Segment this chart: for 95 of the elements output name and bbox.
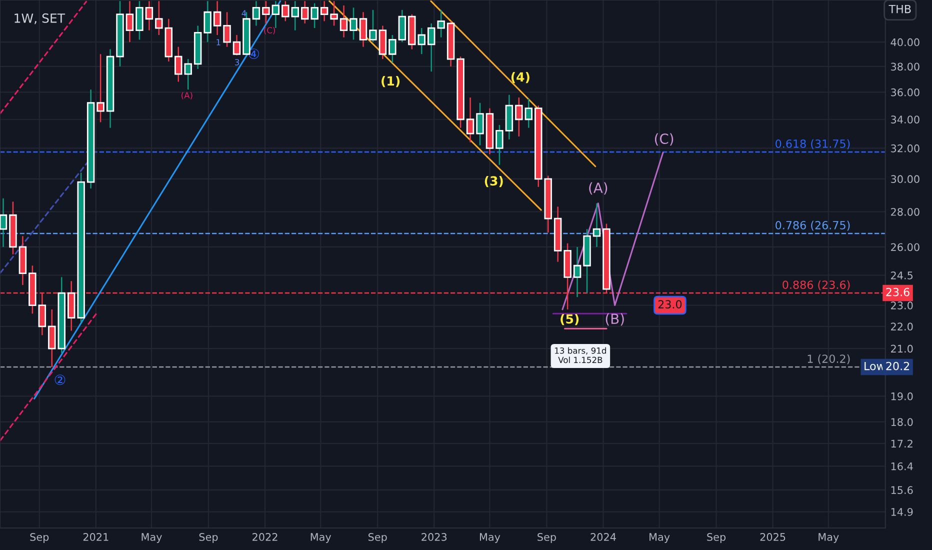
candlestick (466, 96, 474, 143)
x-tick-label: May (650, 533, 670, 543)
candlestick (476, 102, 484, 146)
x-tick-label: May (142, 533, 162, 543)
candlestick (272, 0, 280, 29)
x-tick-label: Sep (30, 533, 49, 543)
candlestick (145, 0, 154, 31)
x-tick-label: May (310, 533, 332, 543)
candlestick (330, 0, 338, 26)
candlestick (573, 246, 582, 298)
y-tick-label: 24.5 (891, 271, 913, 280)
y-tick-label: 18.0 (891, 418, 913, 426)
candlestick (282, 0, 290, 22)
annotation: ② (54, 374, 66, 385)
y-tick-label: 30.00 (891, 175, 920, 184)
candlestick (213, 0, 222, 36)
annotation: (5) (560, 314, 579, 326)
text: THB (888, 4, 911, 14)
candlestick (232, 34, 241, 56)
annotation: (4) (511, 72, 530, 84)
y-tick-label: 19.0 (891, 392, 913, 400)
ref-line-label: 1 (20.2) (808, 354, 850, 364)
y-tick-label: 14.9 (891, 508, 913, 516)
candlestick (524, 98, 533, 128)
candlestick (252, 0, 260, 26)
candlestick (301, 0, 309, 24)
annotation: (C) (654, 133, 674, 146)
x-tick-label: 2025 (760, 533, 786, 541)
annotation: (1) (382, 76, 400, 88)
candlestick (340, 4, 348, 38)
x-tick-label: Sep (368, 533, 387, 543)
x-tick-label: 2021 (83, 533, 108, 541)
y-tick-label: 22.0 (891, 322, 913, 331)
annotation: (C) (264, 26, 275, 34)
y-tick-label: 34.00 (891, 116, 920, 124)
candlestick (427, 22, 436, 72)
ref-line-label: 0.618 (31.75) (776, 139, 850, 150)
y-tick-label: 38.00 (891, 62, 920, 71)
x-tick-label: 2022 (252, 533, 278, 541)
candlestick (291, 0, 299, 31)
annotation: (A) (589, 182, 608, 195)
y-tick-label: 15.6 (891, 486, 913, 494)
annotation: 23.6 (886, 288, 910, 296)
candlestick (310, 2, 318, 29)
y-tick-label: 23.0 (891, 302, 913, 310)
x-tick-label: Sep (538, 533, 556, 543)
annotation: (B) (606, 313, 624, 326)
x-tick-label: 2023 (422, 533, 447, 541)
ref-line-label: 0.786 (26.75) (776, 220, 850, 231)
candlestick (155, 0, 163, 36)
candlestick (96, 53, 104, 123)
candlestick (223, 12, 231, 48)
candlestick (378, 25, 387, 60)
candlestick (262, 0, 270, 24)
candlestick (0, 198, 8, 248)
candlestick (515, 96, 523, 138)
candlestick (398, 9, 406, 43)
candlestick (369, 9, 377, 43)
candlestick (496, 124, 504, 166)
y-tick-label: 16.4 (891, 462, 913, 470)
annotation: 4 (242, 10, 246, 16)
annotation: 13 bars, 91d Vol 1.152B (555, 347, 606, 364)
candlestick (320, 0, 328, 22)
x-tick-label: 2024 (590, 533, 616, 541)
annotation: (3) (484, 176, 503, 188)
candlestick (437, 9, 445, 38)
y-tick-label: 32.00 (891, 144, 920, 152)
x-tick-label: May (818, 533, 839, 543)
x-tick-label: May (480, 533, 500, 543)
annotation: (A) (182, 92, 192, 100)
annotation: 1 (216, 39, 220, 46)
annotation: 23.0 (658, 300, 682, 309)
candlestick (184, 58, 192, 90)
x-tick-label: Sep (199, 533, 218, 543)
y-tick-label: 26.00 (891, 243, 920, 252)
text: 1W, SET (14, 13, 66, 24)
candlestick (418, 27, 426, 55)
candlestick (350, 7, 358, 40)
candlestick (174, 46, 182, 82)
annotation: 3 (235, 59, 240, 66)
y-tick-label: 28.00 (891, 208, 920, 216)
y-tick-label: 36.00 (891, 88, 920, 96)
annotation: 20.2 (886, 362, 910, 370)
candlestick (592, 202, 601, 248)
candlestick (388, 34, 396, 64)
candlestick (48, 308, 56, 368)
candlestick (359, 12, 368, 48)
candlestick (136, 0, 144, 40)
ref-line-label: 0.886 (23.6) (782, 280, 850, 290)
candlestick (204, 0, 212, 43)
candlestick (126, 0, 134, 43)
y-tick-label: 40.00 (890, 38, 920, 46)
x-tick-label: Sep (707, 533, 726, 543)
y-tick-label: 21.0 (891, 344, 913, 353)
y-tick-label: 17.2 (891, 440, 912, 448)
